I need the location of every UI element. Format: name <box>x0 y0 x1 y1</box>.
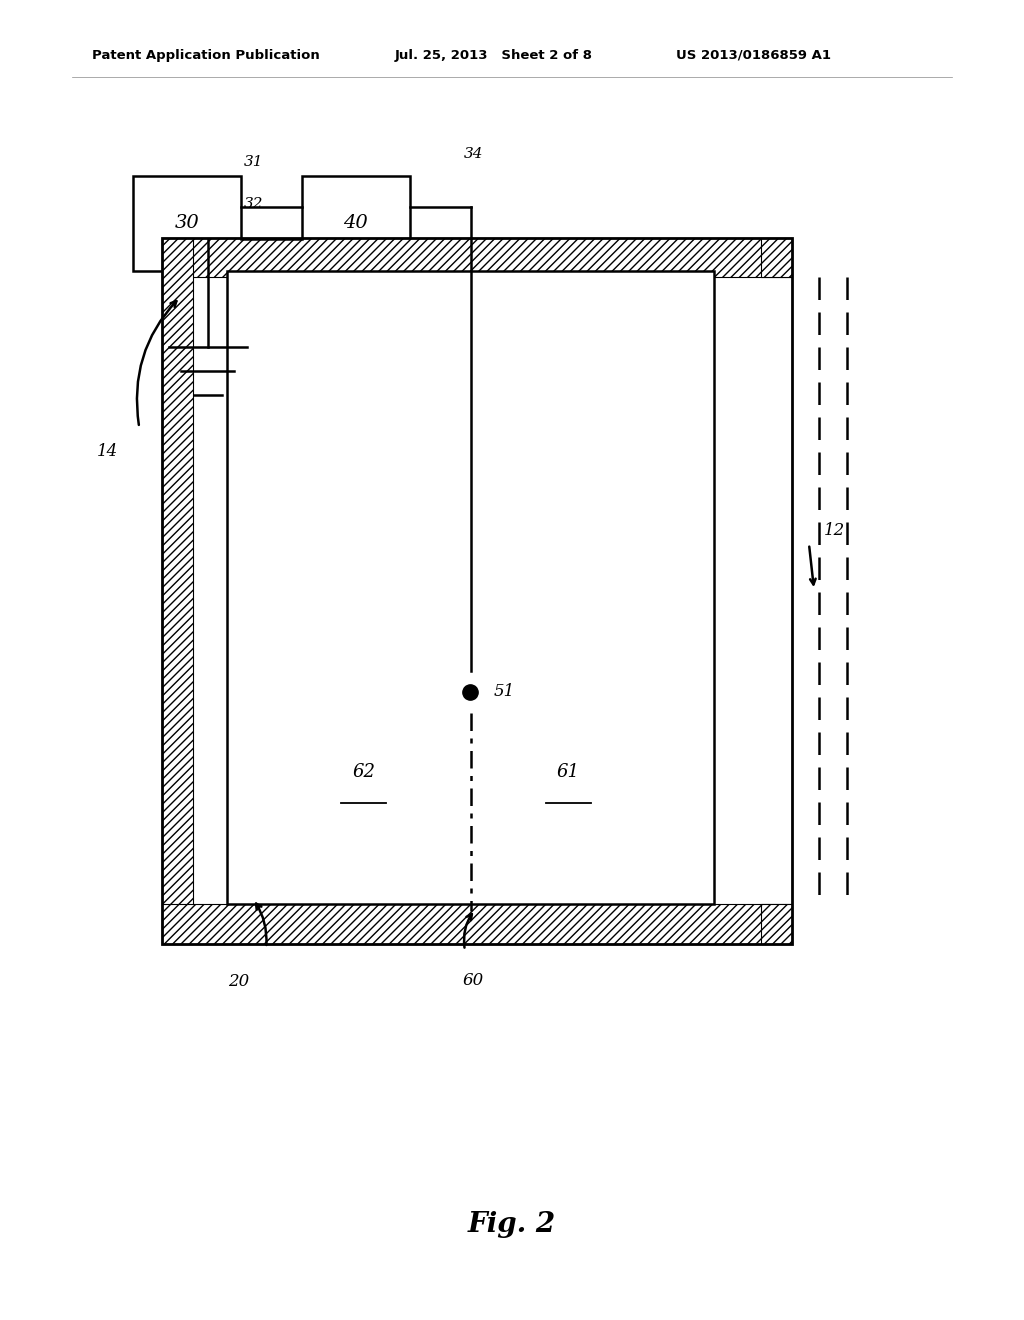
Bar <box>761 238 792 277</box>
Bar <box>162 904 792 944</box>
Text: 62: 62 <box>352 763 375 781</box>
Text: 12: 12 <box>824 523 846 539</box>
Text: 14: 14 <box>96 444 118 459</box>
Text: Fig. 2: Fig. 2 <box>468 1212 556 1238</box>
Text: 30: 30 <box>174 214 200 232</box>
Text: 51: 51 <box>494 684 515 700</box>
Text: 40: 40 <box>343 214 369 232</box>
Bar <box>162 238 792 944</box>
Bar <box>162 238 193 944</box>
Bar <box>302 176 410 271</box>
Text: Patent Application Publication: Patent Application Publication <box>92 49 319 62</box>
Text: US 2013/0186859 A1: US 2013/0186859 A1 <box>676 49 830 62</box>
Text: Jul. 25, 2013   Sheet 2 of 8: Jul. 25, 2013 Sheet 2 of 8 <box>394 49 592 62</box>
Text: 61: 61 <box>557 763 580 781</box>
Bar <box>761 904 792 944</box>
Text: 31: 31 <box>244 154 263 169</box>
Bar <box>162 238 792 277</box>
Text: 20: 20 <box>227 973 249 990</box>
Bar <box>133 176 241 271</box>
Text: 32: 32 <box>244 197 263 211</box>
Bar <box>227 271 714 904</box>
Text: 34: 34 <box>464 147 483 161</box>
Text: 60: 60 <box>463 972 484 989</box>
